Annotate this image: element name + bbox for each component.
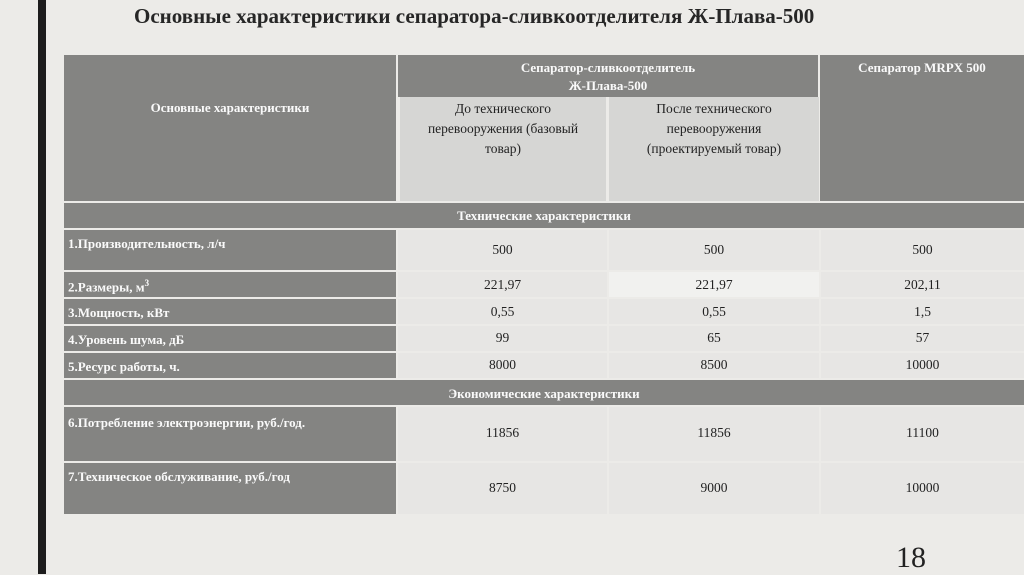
row-6-base: 11856 xyxy=(398,407,607,461)
row-3-mrpx-value: 1,5 xyxy=(914,304,931,319)
row-4-base: 99 xyxy=(398,326,607,351)
row-6-label: 6.Потребление электроэнергии, руб./год. xyxy=(68,415,306,430)
row-7-label-cell: 7.Техническое обслуживание, руб./год xyxy=(64,463,396,514)
header-before-line2: перевооружения (базовый xyxy=(427,121,579,136)
row-3-mrpx: 1,5 xyxy=(821,299,1024,324)
row-7-mrpx-value: 10000 xyxy=(905,480,940,495)
header-before-line1: До технического xyxy=(455,101,551,116)
row-5-after-value: 8500 xyxy=(700,357,728,372)
row-7-base: 8750 xyxy=(398,463,607,514)
row-2-base: 221,97 xyxy=(398,272,607,297)
row-4-label: 4.Уровень шума, дБ xyxy=(68,332,185,347)
header-before-cell: До технического перевооружения (базовый … xyxy=(400,97,606,201)
row-5-mrpx: 10000 xyxy=(821,353,1024,378)
row-3-after-value: 0,55 xyxy=(702,304,726,319)
header-row-label: Основные характеристики xyxy=(150,100,310,115)
header-before-line3: товар) xyxy=(485,141,521,156)
header-after-line3: (проектируемый товар) xyxy=(646,141,782,156)
row-1-base: 500 xyxy=(398,230,607,270)
row-1-mrpx-value: 500 xyxy=(912,242,933,257)
page-number: 18 xyxy=(896,541,926,574)
section-technical: Технические характеристики xyxy=(64,203,1024,228)
header-mrpx-cell: Сепаратор MRPX 500 xyxy=(820,55,1024,201)
row-2-after-value: 221,97 xyxy=(695,277,733,292)
row-1-after-value: 500 xyxy=(703,242,725,257)
row-6-mrpx-value: 11100 xyxy=(906,425,939,440)
row-4-after: 65 xyxy=(609,326,819,351)
row-6-base-value: 11856 xyxy=(485,425,520,440)
row-5-after: 8500 xyxy=(609,353,819,378)
row-5-label-cell: 5.Ресурс работы, ч. xyxy=(64,353,396,378)
header-group-line2: Ж-Плава-500 xyxy=(568,78,648,93)
section-technical-label: Технические характеристики xyxy=(457,208,631,223)
row-1-label-cell: 1.Производительность, л/ч xyxy=(64,230,396,270)
section-economic-label: Экономические характеристики xyxy=(448,386,640,401)
row-2-label-text: 2.Размеры, м xyxy=(68,279,145,295)
row-1-after: 500 xyxy=(609,230,819,270)
row-4-after-value: 65 xyxy=(707,330,721,345)
row-2-label-cell: 2.Размеры, м3 xyxy=(64,272,396,297)
section-economic: Экономические характеристики xyxy=(64,380,1024,405)
row-4-mrpx: 57 xyxy=(821,326,1024,351)
header-group-line1: Сепаратор-сливкоотделитель xyxy=(520,60,696,75)
row-5-base-value: 8000 xyxy=(489,357,516,372)
row-7-after: 9000 xyxy=(609,463,819,514)
row-7-after-value: 9000 xyxy=(700,480,728,495)
row-4-base-value: 99 xyxy=(495,330,510,345)
row-7-base-value: 8750 xyxy=(489,480,516,495)
header-group-cell: Сепаратор-сливкоотделитель Ж-Плава-500 xyxy=(398,55,818,97)
row-2-base-value: 221,97 xyxy=(483,277,522,292)
row-3-label: 3.Мощность, кВт xyxy=(68,305,170,320)
row-1-base-value: 500 xyxy=(492,242,513,257)
row-3-base: 0,55 xyxy=(398,299,607,324)
row-6-mrpx: 11100 xyxy=(821,407,1024,461)
row-2-after: 221,97 xyxy=(609,272,819,297)
row-5-label: 5.Ресурс работы, ч. xyxy=(68,359,180,374)
row-2-mrpx-value: 202,11 xyxy=(904,277,941,292)
row-6-after: 11856 xyxy=(609,407,819,461)
row-5-mrpx-value: 10000 xyxy=(905,357,940,372)
row-4-label-cell: 4.Уровень шума, дБ xyxy=(64,326,396,351)
row-1-label: 1.Производительность, л/ч xyxy=(68,236,226,251)
row-3-base-value: 0,55 xyxy=(490,304,515,319)
row-3-after: 0,55 xyxy=(609,299,819,324)
header-after-line1: После технического xyxy=(656,101,772,116)
row-7-label: 7.Техническое обслуживание, руб./год xyxy=(68,469,290,484)
row-6-after-value: 11856 xyxy=(697,425,731,440)
row-1-mrpx: 500 xyxy=(821,230,1024,270)
row-4-mrpx-value: 57 xyxy=(915,330,930,345)
header-after-cell: После технического перевооружения (проек… xyxy=(609,97,819,201)
row-6-label-cell: 6.Потребление электроэнергии, руб./год. xyxy=(64,407,396,461)
header-mrpx: Сепаратор MRPX 500 xyxy=(858,60,986,75)
row-2-label: 2.Размеры, м3 xyxy=(64,278,149,295)
header-after-line2: перевооружения xyxy=(666,121,762,136)
row-3-label-cell: 3.Мощность, кВт xyxy=(64,299,396,324)
header-row-label-cell: Основные характеристики xyxy=(64,55,396,201)
page-title: Основные характеристики сепаратора-сливк… xyxy=(134,4,815,28)
row-5-base: 8000 xyxy=(398,353,607,378)
row-2-label-sup: 3 xyxy=(144,278,150,288)
row-7-mrpx: 10000 xyxy=(821,463,1024,514)
row-2-mrpx: 202,11 xyxy=(821,272,1024,297)
left-accent-bar xyxy=(38,0,46,574)
